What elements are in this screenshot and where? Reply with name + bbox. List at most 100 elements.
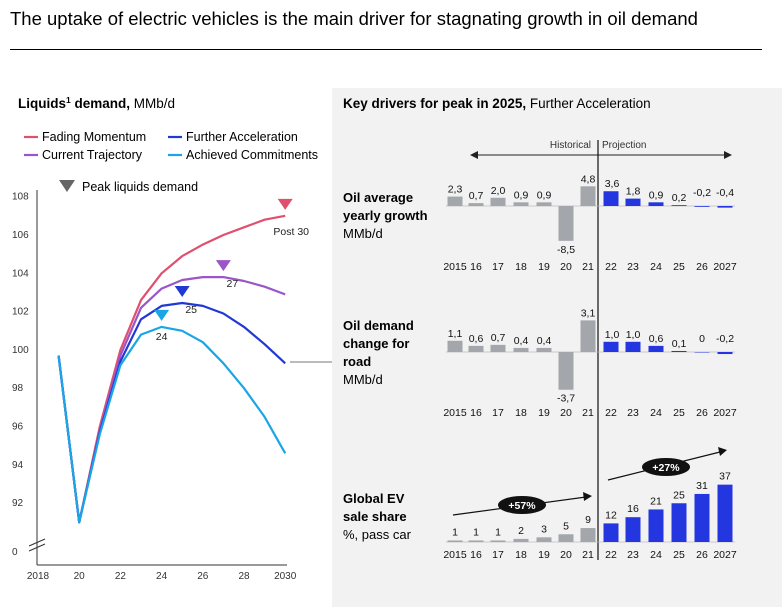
bar [558,352,574,390]
y-tick-label: 92 [12,498,24,509]
x-tick-label: 28 [238,571,250,582]
growth-badge-historical-text: +57% [508,500,536,512]
bar-value-label: 2,3 [448,184,463,196]
bar-value-label: 0,4 [514,335,529,347]
bar-value-label: 1 [473,526,479,538]
left-y-tick-labels: 108 106 104 102 100 98 96 94 92 0 [12,192,29,558]
peak-marker-further-acceleration [174,285,190,297]
left-title-bold-rest: demand, [71,96,130,111]
bar-value-label: 5 [563,520,569,532]
bar [648,509,664,542]
category-tick-label: 21 [582,549,594,561]
bar [536,202,552,206]
x-tick-label: 2018 [27,571,50,582]
bar-value-label: -3,7 [557,393,575,405]
bar [694,352,710,353]
bar [717,484,733,542]
panel-ev-label-line-2: sale share [343,509,407,524]
bar-value-label: -0,2 [716,333,734,345]
bar [694,493,710,542]
bar [513,202,529,206]
category-tick-label: 18 [515,407,527,419]
left-x-tick-labels: 2018 20 22 24 26 28 2030 [27,571,297,582]
x-tick-label: 20 [74,571,86,582]
category-tick-label: 24 [650,261,662,273]
bar-value-label: -0,2 [693,187,711,199]
bar [468,203,484,206]
bar-value-label: 1,0 [605,329,620,341]
bar-value-label: 1 [452,526,458,538]
category-tick-label: 21 [582,407,594,419]
peak-marker-fading-momentum [277,198,293,210]
panel-growth-label-line-2: yearly growth [343,208,428,223]
bar [648,345,664,352]
bar [648,202,664,206]
bar [694,206,710,207]
y-tick-label: 102 [12,307,29,318]
category-tick-label: 22 [605,407,617,419]
bar [603,523,619,542]
category-tick-label: 2015 [443,549,467,561]
bar-value-label: 3 [541,523,547,535]
bar [603,341,619,352]
legend-label-fading-momentum: Fading Momentum [42,130,146,144]
bar-value-label: 0 [699,333,705,345]
y-tick-label: 104 [12,268,29,279]
legend-label-current-trajectory: Current Trajectory [42,148,143,162]
bar [468,345,484,352]
y-tick-label: 106 [12,230,29,241]
bar-value-label: 3,1 [581,307,596,319]
bar-value-label: 12 [605,509,617,521]
bar [490,197,506,206]
panel-road-unit: MMb/d [343,372,383,387]
bar [536,347,552,352]
bar [580,186,596,206]
left-chart-lines [57,214,287,524]
bar-value-label: 3,6 [605,178,620,190]
category-tick-label: 23 [627,261,639,273]
x-tick-label: 24 [156,571,168,582]
right-title-bold: Key drivers for peak in 2025, [343,96,526,111]
category-tick-label: 2027 [713,549,737,561]
y-tick-label: 98 [12,383,24,394]
axis-break-mark-1 [28,538,46,547]
bar-value-label: 0,9 [537,189,552,201]
period-arrow [470,151,732,159]
bar [490,540,506,542]
bar [671,205,687,206]
category-tick-label: 18 [515,261,527,273]
bar-value-label: 16 [627,503,639,515]
bar-value-label: 0,9 [514,189,529,201]
bar-value-label: 0,4 [537,335,552,347]
peak-marker-current-trajectory [215,260,231,272]
right-title-regular: Further Acceleration [526,96,651,111]
bar [603,191,619,206]
bar-value-label: 1,8 [626,186,641,198]
growth-badge-projection-text: +27% [652,462,680,474]
bar [625,198,641,206]
bar-value-label: 25 [673,489,685,501]
bar [717,352,733,355]
category-tick-label: 17 [492,407,504,419]
right-chart-title: Key drivers for peak in 2025, Further Ac… [343,96,651,111]
series-line-achieved-commitments [57,325,287,524]
category-tick-label: 25 [673,261,685,273]
bar-value-label: 31 [696,480,708,492]
panel-growth-unit: MMb/d [343,226,383,241]
category-tick-label: 21 [582,261,594,273]
bar [447,540,463,542]
projection-label: Projection [602,140,646,151]
y-tick-label: 94 [12,460,24,471]
y-tick-label: 0 [12,547,18,558]
y-tick-label: 96 [12,422,24,433]
category-tick-label: 22 [605,261,617,273]
title-divider [10,49,762,50]
bar [558,206,574,241]
arrow-left-icon [470,151,478,159]
category-tick-label: 2027 [713,261,737,273]
x-tick-label: 2030 [274,571,297,582]
axis-break-mark-2 [28,543,46,552]
